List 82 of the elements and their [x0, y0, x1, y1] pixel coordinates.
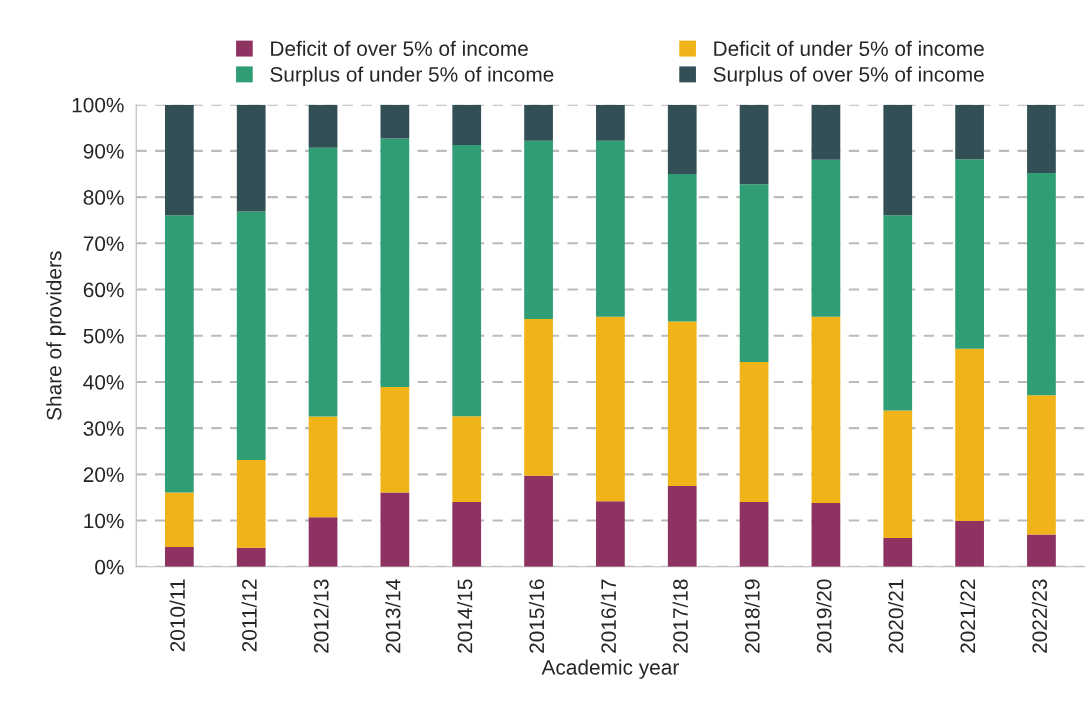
bar: [380, 387, 410, 493]
bar: [667, 321, 697, 486]
bar: [667, 174, 697, 322]
x-tick-label: 2016/17: [600, 579, 616, 653]
bar: [739, 362, 769, 503]
legend-label: Surplus of over 5% of income: [713, 66, 984, 86]
bar: [380, 104, 410, 139]
bar: [739, 502, 769, 567]
bar: [380, 138, 410, 388]
x-axis-title: Academic year: [541, 659, 679, 679]
bar: [164, 546, 194, 567]
bar: [236, 104, 266, 212]
x-tick-label: 2011/12: [241, 579, 257, 652]
bar: [452, 416, 482, 503]
bar: [164, 492, 194, 547]
y-tick-label: 50%: [83, 328, 124, 344]
bar: [955, 348, 984, 522]
x-tick-label: 2014/15: [457, 579, 473, 653]
bar: [883, 215, 913, 411]
bar: [739, 104, 769, 185]
x-tick-label: 2019/20: [816, 579, 832, 653]
bar: [1027, 534, 1056, 567]
bar: [308, 104, 338, 148]
x-tick-label: 2018/19: [744, 579, 760, 653]
bar: [452, 502, 482, 567]
bar: [308, 147, 338, 417]
x-tick-label: 2013/14: [385, 579, 401, 653]
bar: [524, 475, 553, 567]
bar: [811, 159, 841, 317]
bar: [1027, 104, 1056, 174]
bar: [883, 104, 913, 216]
y-tick-label: 70%: [83, 236, 124, 252]
bar: [955, 521, 984, 567]
y-tick-label: 60%: [83, 282, 124, 298]
y-tick-label: 10%: [84, 513, 124, 529]
bar: [452, 144, 482, 417]
bar: [596, 140, 625, 317]
y-axis-title: Share of providers: [46, 251, 66, 420]
x-tick-label: 2017/18: [672, 579, 688, 653]
bar: [596, 316, 625, 502]
bar: [811, 104, 841, 160]
bar: [164, 215, 194, 493]
bar: [524, 140, 553, 320]
y-tick-label: 100%: [72, 97, 124, 113]
y-tick-label: 90%: [83, 143, 124, 159]
bar: [667, 104, 697, 174]
bar: [811, 503, 841, 567]
bar: [1027, 173, 1056, 396]
bar: [955, 104, 984, 160]
bar: [524, 319, 553, 476]
bar: [1027, 395, 1056, 535]
bar: [164, 104, 194, 216]
bar: [308, 517, 338, 567]
bar: [955, 159, 984, 349]
y-tick-label: 80%: [83, 190, 124, 205]
bar: [739, 184, 769, 363]
legend-label: Surplus of under 5% of income: [270, 66, 554, 86]
x-tick-label: 2022/23: [1031, 579, 1048, 653]
bar: [883, 538, 913, 567]
x-tick-label: 2015/16: [528, 579, 545, 653]
bar: [524, 104, 553, 141]
y-tick-label: 40%: [83, 374, 124, 390]
legend-label: Deficit of over 5% of income: [271, 40, 528, 57]
bar: [380, 492, 410, 567]
y-tick-label: 0%: [95, 559, 124, 575]
bar: [667, 485, 697, 567]
bar: [452, 104, 482, 145]
x-tick-label: 2010/11: [169, 579, 185, 652]
x-tick-label: 2020/21: [888, 579, 904, 653]
x-tick-label: 2012/13: [313, 579, 329, 653]
x-tick-label: 2021/22: [959, 579, 976, 653]
bar: [596, 104, 625, 141]
bar: [811, 316, 841, 503]
bar: [236, 460, 266, 548]
legend-label: Deficit of under 5% of income: [714, 40, 984, 57]
bar: [308, 416, 338, 518]
y-tick-label: 30%: [83, 421, 124, 436]
bar: [236, 211, 266, 461]
bar: [596, 501, 625, 567]
bar: [883, 410, 913, 539]
bar: [236, 547, 266, 567]
y-tick-label: 20%: [83, 467, 124, 483]
